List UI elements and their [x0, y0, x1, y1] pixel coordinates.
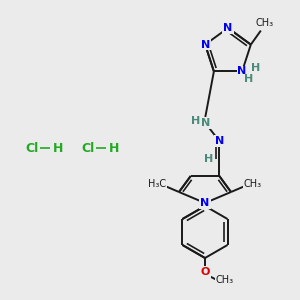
Text: N: N — [238, 66, 247, 76]
Text: Cl: Cl — [81, 142, 94, 154]
Text: Cl: Cl — [26, 142, 39, 154]
Text: N: N — [200, 198, 210, 208]
Text: CH₃: CH₃ — [216, 275, 234, 285]
Text: O: O — [200, 267, 210, 277]
Text: H: H — [244, 74, 254, 84]
Text: CH₃: CH₃ — [244, 179, 262, 189]
Text: N: N — [224, 23, 232, 33]
Text: N: N — [215, 136, 224, 146]
Text: H: H — [251, 63, 261, 74]
Text: H: H — [109, 142, 119, 154]
Text: H: H — [53, 142, 63, 154]
Text: N: N — [200, 40, 210, 50]
Text: H: H — [191, 116, 200, 126]
Text: H: H — [204, 154, 213, 164]
Text: H₃C: H₃C — [148, 179, 166, 189]
Text: CH₃: CH₃ — [256, 18, 274, 28]
Text: N: N — [201, 118, 210, 128]
